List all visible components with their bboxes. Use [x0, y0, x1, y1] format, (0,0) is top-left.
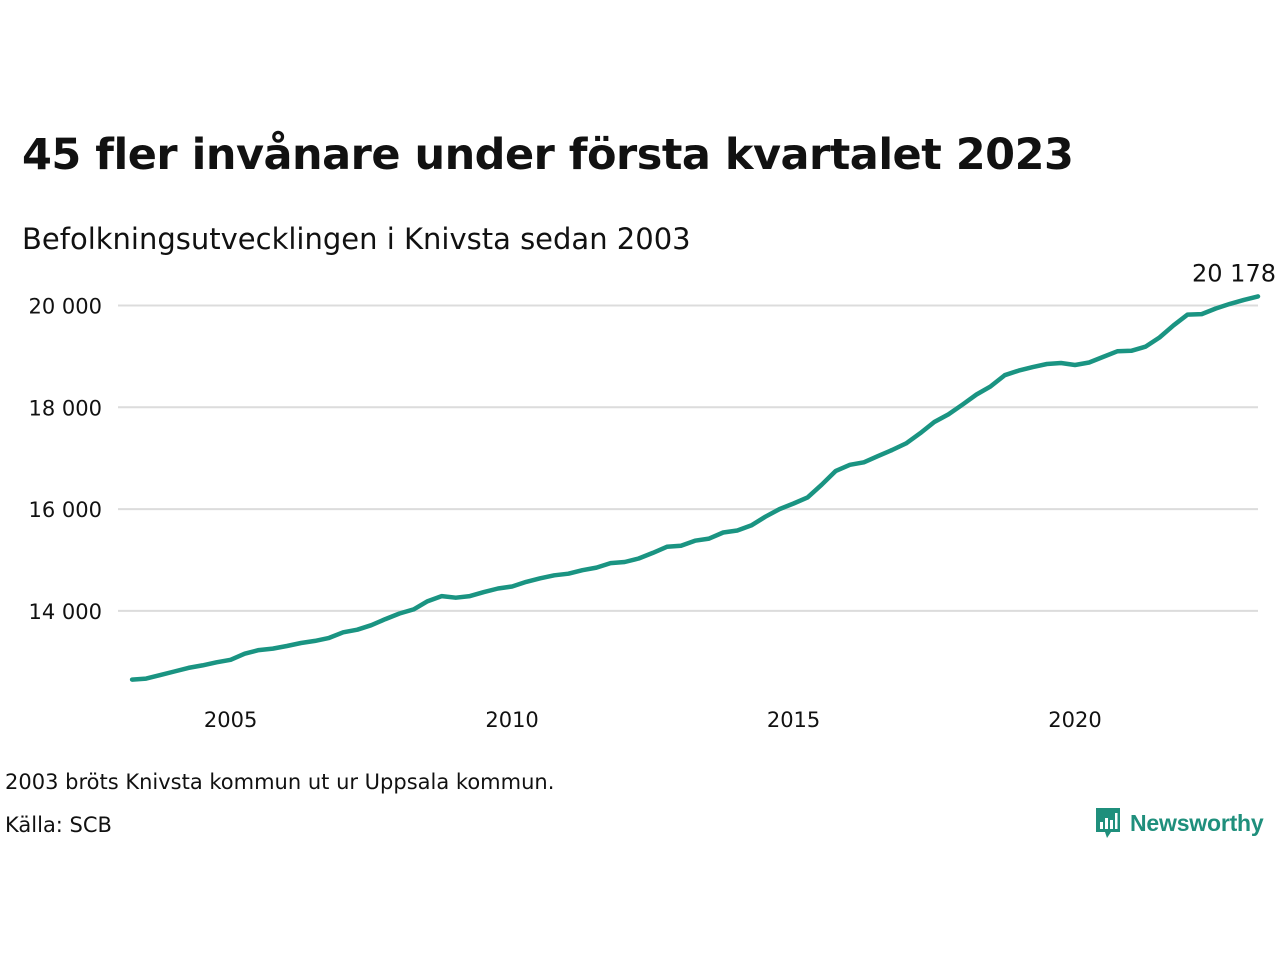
chart-subtitle: Befolkningsutvecklingen i Knivsta sedan …	[22, 222, 691, 256]
x-tick-label: 2020	[1048, 708, 1101, 732]
grid-lines	[118, 304, 1258, 612]
y-tick-label: 18 000	[29, 396, 102, 420]
end-value-label: 20 178	[1192, 259, 1276, 287]
footnote: 2003 bröts Knivsta kommun ut ur Uppsala …	[5, 770, 555, 794]
source-credit: Källa: SCB	[5, 813, 112, 837]
x-tick-label: 2010	[485, 708, 538, 732]
x-axis-ticks: 2005 2010 2015 2020	[204, 708, 1102, 732]
y-axis-ticks: 14 000 16 000 18 000 20 000	[29, 294, 102, 623]
series-layer	[129, 294, 1261, 682]
series-line	[129, 294, 1261, 682]
data-label-layer: 20 178	[1192, 259, 1276, 287]
y-tick-label: 20 000	[29, 294, 102, 318]
y-tick-label: 16 000	[29, 498, 102, 522]
x-tick-label: 2015	[767, 708, 820, 732]
x-tick-label: 2005	[204, 708, 257, 732]
newsworthy-logo-icon	[1096, 808, 1120, 838]
brand-logo: Newsworthy	[1094, 806, 1264, 840]
brand-name: Newsworthy	[1130, 809, 1264, 836]
chart-title: 45 fler invånare under första kvartalet …	[22, 130, 1074, 180]
y-tick-label: 14 000	[29, 600, 102, 624]
